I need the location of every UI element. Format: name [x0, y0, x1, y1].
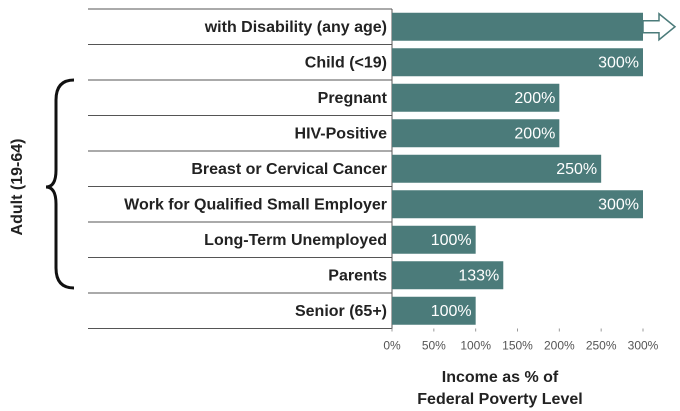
- bar: [392, 225, 476, 254]
- category-label: Work for Qualified Small Employer: [124, 196, 387, 213]
- x-tick-label: 200%: [544, 339, 575, 353]
- category-label: HIV-Positive: [295, 125, 388, 142]
- category-label: Parents: [328, 267, 387, 284]
- bar: [392, 48, 643, 77]
- value-label: 100%: [431, 303, 472, 320]
- category-label: Pregnant: [318, 90, 388, 107]
- category-label: Senior (65+): [295, 303, 387, 320]
- bar: [392, 12, 643, 41]
- bar: [392, 296, 476, 325]
- category-label: Child (<19): [305, 54, 387, 71]
- group-bracket: [45, 78, 75, 290]
- category-label: Long-Term Unemployed: [204, 232, 387, 249]
- value-label: 100%: [431, 232, 472, 249]
- category-label: with Disability (any age): [204, 19, 387, 36]
- value-label: 133%: [458, 267, 499, 284]
- axis-title: Federal Poverty Level: [417, 391, 582, 408]
- continuation-arrow: [642, 12, 677, 42]
- value-label: 300%: [598, 196, 639, 213]
- bar: [392, 83, 560, 112]
- x-tick-label: 0%: [383, 339, 401, 353]
- bar: [392, 261, 504, 290]
- x-tick-label: 300%: [628, 339, 659, 353]
- value-label: 200%: [514, 90, 555, 107]
- x-tick-label: 100%: [460, 339, 491, 353]
- axis-title: Income as % of: [442, 369, 559, 386]
- value-label: 300%: [598, 54, 639, 71]
- bar: [392, 190, 643, 219]
- x-tick-label: 250%: [586, 339, 617, 353]
- x-tick-label: 50%: [422, 339, 446, 353]
- category-label: Breast or Cervical Cancer: [191, 161, 387, 178]
- bar: [392, 154, 602, 183]
- group-label: Adult (19-64): [9, 139, 26, 236]
- x-tick-label: 150%: [502, 339, 533, 353]
- value-label: 250%: [556, 161, 597, 178]
- bar: [392, 119, 560, 148]
- value-label: 200%: [514, 125, 555, 142]
